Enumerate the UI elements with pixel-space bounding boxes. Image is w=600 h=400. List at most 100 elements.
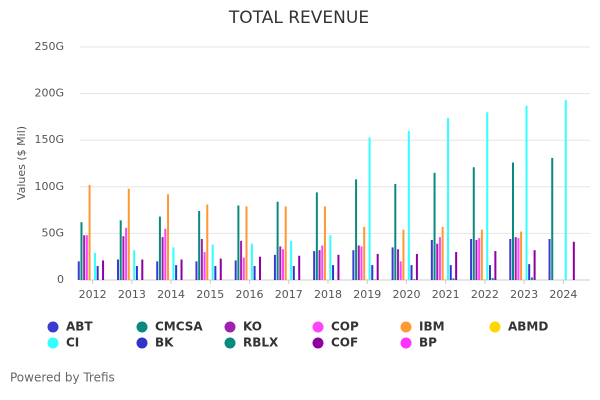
bar (141, 259, 144, 280)
bar (455, 252, 458, 280)
bar (478, 238, 481, 280)
bar (368, 137, 371, 280)
bar (253, 266, 256, 280)
legend-marker (489, 321, 501, 333)
bar (480, 229, 483, 280)
bar (357, 245, 360, 280)
bar (452, 278, 455, 280)
x-tick-label: 2019 (353, 288, 381, 301)
bar (394, 184, 397, 280)
bar (83, 235, 86, 280)
legend-marker (136, 321, 148, 333)
bar (135, 266, 138, 280)
bar (486, 112, 489, 281)
bar (512, 162, 515, 280)
y-tick-label: 150G (34, 133, 64, 146)
bar (564, 100, 567, 281)
bar (528, 264, 531, 280)
bar (438, 237, 441, 280)
bar (195, 261, 198, 280)
legend-marker (312, 337, 324, 349)
bar (441, 226, 444, 280)
y-tick-label: 50G (41, 226, 64, 239)
bar (77, 261, 80, 280)
bar (284, 206, 287, 280)
legend: RBLX (243, 336, 279, 350)
bar (399, 261, 402, 280)
bar (376, 253, 379, 280)
x-tick-label: 2023 (510, 288, 538, 301)
bar (413, 279, 416, 280)
x-tick-label: 2020 (392, 288, 420, 301)
bar (156, 261, 159, 280)
bar (234, 260, 237, 280)
bar (363, 226, 366, 280)
bar (514, 237, 517, 280)
y-tick-label: 0 (57, 273, 64, 286)
x-tick-label: 2021 (432, 288, 460, 301)
credit: Powered by Trefis (10, 371, 115, 385)
bar (365, 279, 368, 280)
legend: COP (331, 320, 359, 334)
x-tick-label: 2014 (157, 288, 185, 301)
bar (276, 201, 279, 280)
bar (472, 167, 475, 280)
bar (530, 277, 533, 280)
bar (240, 240, 243, 280)
legend-marker (47, 337, 59, 349)
bar (298, 255, 301, 280)
bar (133, 250, 136, 280)
y-tick-label: 100G (34, 180, 64, 193)
x-tick-label: 2016 (236, 288, 264, 301)
bar (405, 279, 408, 280)
bar (167, 194, 170, 280)
bar (488, 265, 491, 280)
bar (242, 257, 245, 280)
bar (279, 246, 282, 280)
bar (533, 250, 536, 280)
bar (410, 265, 413, 280)
bar (175, 265, 178, 280)
bar (433, 172, 436, 280)
bar (116, 259, 119, 280)
bar (491, 277, 494, 280)
legend-marker (400, 337, 412, 349)
x-tick-label: 2018 (314, 288, 342, 301)
legend: BK (155, 336, 174, 350)
x-tick-label: 2017 (275, 288, 303, 301)
bar (475, 239, 478, 280)
bar (321, 245, 324, 280)
bar (318, 250, 321, 280)
legend-marker (400, 321, 412, 333)
bar (250, 243, 253, 280)
bar (119, 220, 122, 280)
legend: KO (243, 320, 262, 334)
bar (436, 243, 439, 280)
bar (551, 157, 554, 280)
bar (430, 239, 433, 280)
bar (326, 279, 329, 280)
bar (292, 266, 295, 280)
legend: CMCSA (155, 320, 203, 334)
bar (245, 206, 248, 280)
bar (470, 238, 473, 280)
bar (517, 238, 520, 280)
y-tick-label: 250G (34, 40, 64, 53)
bar (200, 238, 203, 280)
bar (180, 259, 183, 280)
legend-marker (312, 321, 324, 333)
bar (397, 249, 400, 280)
legend-marker (47, 321, 59, 333)
bar (85, 235, 88, 280)
legend-marker (136, 337, 148, 349)
x-tick-label: 2012 (79, 288, 107, 301)
bar (337, 254, 340, 280)
x-tick-label: 2024 (549, 288, 577, 301)
legend: BP (419, 336, 437, 350)
bar (323, 206, 326, 280)
bar (329, 235, 332, 280)
bar (371, 265, 374, 280)
bar (360, 246, 363, 280)
bar (214, 266, 217, 280)
